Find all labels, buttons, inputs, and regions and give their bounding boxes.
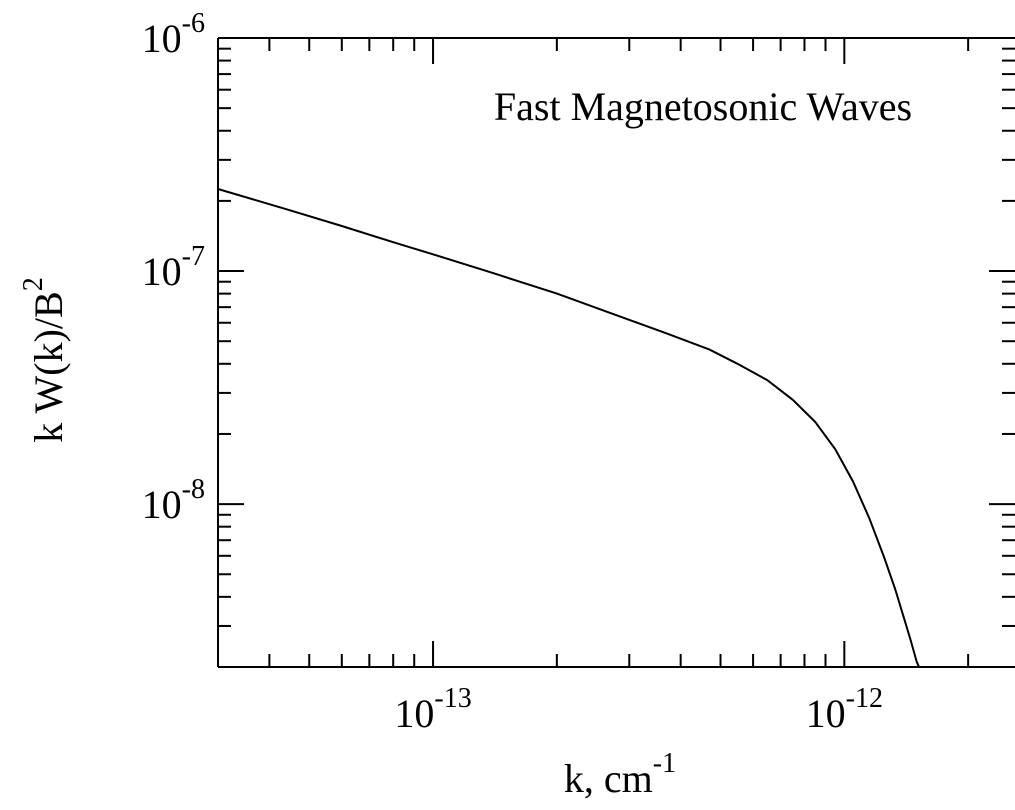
spectrum-line [217, 188, 921, 668]
x-axis-label-base: k, cm [564, 756, 653, 801]
y-tick-label: 10-6 [142, 8, 205, 61]
tick-marks [217, 37, 1015, 668]
y-tick-labels: 10-8 10-7 10-6 [142, 8, 205, 527]
y-axis-label-base: k W(k)/B [26, 291, 71, 442]
y-tick-label: 10-7 [142, 241, 205, 294]
x-tick-label: 10-13 [394, 683, 471, 736]
y-tick-label: 10-8 [142, 474, 205, 527]
y-axis-label: k W(k)/B2 [18, 277, 71, 442]
x-axis-label-exponent: -1 [653, 748, 676, 779]
x-tick-label: 10-12 [806, 683, 883, 736]
x-tick-labels: 10-13 10-12 [394, 683, 883, 736]
chart-annotation: Fast Magnetosonic Waves [494, 84, 912, 129]
y-axis-label-exponent: 2 [18, 277, 49, 291]
x-axis-label: k, cm-1 [564, 748, 676, 801]
plot-frame [217, 37, 1015, 668]
